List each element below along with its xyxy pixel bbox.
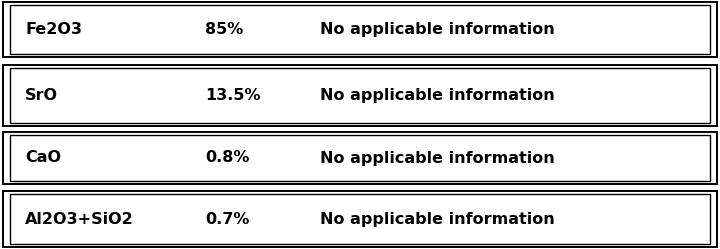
Bar [10,135,710,181]
Text: 0.8%: 0.8% [205,150,250,166]
Text: CaO: CaO [25,150,61,166]
Text: No applicable information: No applicable information [320,150,555,166]
Bar [3,191,717,247]
Text: SrO: SrO [25,88,58,103]
Text: Fe2O3: Fe2O3 [25,22,82,37]
Bar [10,68,710,123]
Text: No applicable information: No applicable information [320,88,555,103]
Text: 0.7%: 0.7% [205,211,250,227]
Bar [10,5,710,54]
Text: 85%: 85% [205,22,243,37]
Bar [3,132,717,184]
Bar [10,194,710,244]
Text: Al2O3+SiO2: Al2O3+SiO2 [25,211,134,227]
Bar [3,2,717,57]
Bar [3,65,717,126]
Text: No applicable information: No applicable information [320,22,555,37]
Text: No applicable information: No applicable information [320,211,555,227]
Text: 13.5%: 13.5% [205,88,261,103]
